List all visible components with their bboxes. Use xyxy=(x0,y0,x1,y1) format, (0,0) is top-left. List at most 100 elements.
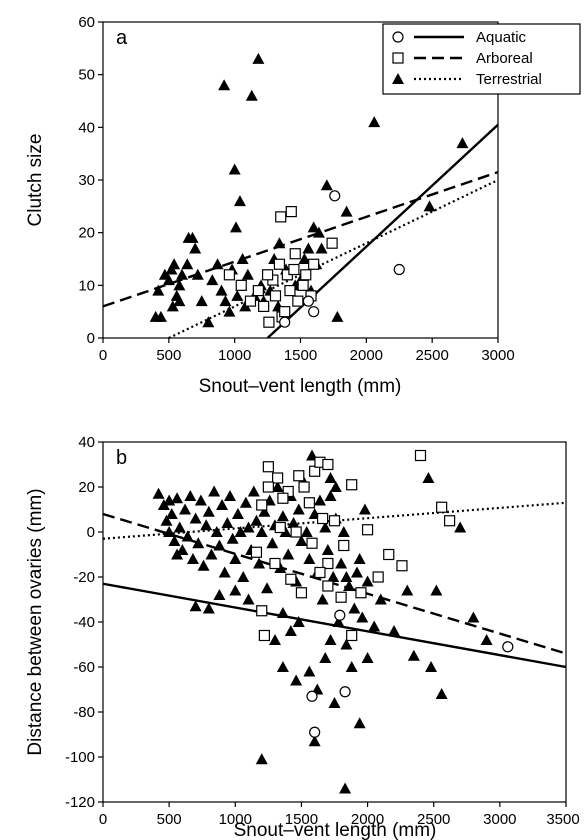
data-point-arboreal xyxy=(244,295,257,307)
data-point-terrestrial xyxy=(152,284,165,296)
data-point-terrestrial xyxy=(273,237,286,249)
data-point-terrestrial xyxy=(374,593,387,605)
data-point-terrestrial xyxy=(237,571,250,582)
data-point-arboreal xyxy=(322,458,334,471)
data-point-arboreal xyxy=(272,472,284,484)
data-point-terrestrial xyxy=(213,539,226,551)
data-point-terrestrial xyxy=(211,258,224,270)
data-point-arboreal xyxy=(285,206,297,218)
x-tick-label: 1000 xyxy=(218,347,251,364)
x-tick-label: 2000 xyxy=(351,811,384,828)
data-point-terrestrial xyxy=(353,553,366,564)
data-point-terrestrial xyxy=(189,512,202,524)
data-point-terrestrial xyxy=(242,593,255,605)
data-point-aquatic xyxy=(339,686,351,698)
data-point-arboreal xyxy=(297,279,309,291)
data-point-terrestrial xyxy=(200,519,213,531)
data-point-terrestrial xyxy=(152,487,165,499)
panel-b-points xyxy=(152,449,514,794)
data-point-terrestrial xyxy=(158,268,171,280)
data-point-terrestrial xyxy=(332,616,345,627)
data-point-terrestrial xyxy=(168,535,181,546)
data-point-arboreal xyxy=(256,605,268,617)
data-point-arboreal xyxy=(263,316,275,328)
data-point-terrestrial xyxy=(328,697,341,708)
data-point-terrestrial xyxy=(300,526,313,537)
data-point-terrestrial xyxy=(327,571,340,582)
data-point-terrestrial xyxy=(194,494,207,506)
data-point-terrestrial xyxy=(218,79,231,91)
data-point-aquatic xyxy=(308,306,320,318)
data-point-terrestrial xyxy=(430,584,443,596)
data-point-aquatic xyxy=(309,726,321,738)
x-tick-label: 2500 xyxy=(417,811,450,828)
data-point-arboreal xyxy=(322,557,334,570)
data-point-aquatic xyxy=(306,690,318,702)
y-tick-label: 20 xyxy=(78,225,95,242)
data-point-aquatic xyxy=(329,190,341,202)
data-point-terrestrial xyxy=(340,571,353,582)
data-point-arboreal xyxy=(326,237,338,249)
data-point-terrestrial xyxy=(266,537,279,549)
data-point-terrestrial xyxy=(197,559,210,571)
y-tick-label: 20 xyxy=(78,479,95,496)
data-point-terrestrial xyxy=(435,688,448,699)
legend-square-marker xyxy=(392,52,404,64)
y-tick-label: 60 xyxy=(78,14,95,31)
data-point-terrestrial xyxy=(302,242,315,254)
data-point-terrestrial xyxy=(368,116,381,128)
data-point-arboreal xyxy=(303,497,315,509)
data-point-terrestrial xyxy=(343,580,356,591)
data-point-terrestrial xyxy=(315,242,328,254)
legend-triangle-marker xyxy=(392,73,404,84)
data-point-terrestrial xyxy=(261,582,274,594)
data-point-arboreal xyxy=(361,524,374,536)
data-point-terrestrial xyxy=(320,179,333,191)
x-tick-label: 3500 xyxy=(546,811,579,828)
legend-label-aquatic: Aquatic xyxy=(476,29,527,46)
data-point-terrestrial xyxy=(258,505,271,517)
data-point-terrestrial xyxy=(192,537,205,549)
y-tick-label: 40 xyxy=(78,434,95,451)
data-point-terrestrial xyxy=(208,485,221,497)
data-point-terrestrial xyxy=(176,268,188,280)
panel-a: a Snout–vent length (mm) Clutch size 0 50… xyxy=(25,14,581,397)
x-tick-label: 500 xyxy=(156,347,181,364)
data-point-terrestrial xyxy=(312,226,325,238)
y-tick-label: 0 xyxy=(87,330,95,347)
data-point-arboreal xyxy=(322,580,334,592)
y-tick-label: -20 xyxy=(73,569,95,586)
data-point-terrestrial xyxy=(337,526,350,537)
x-tick-label: 0 xyxy=(99,347,107,364)
data-point-terrestrial xyxy=(166,300,179,312)
data-point-terrestrial xyxy=(189,242,202,254)
data-point-terrestrial xyxy=(216,499,229,510)
data-point-arboreal xyxy=(443,515,456,527)
data-point-terrestrial xyxy=(324,490,337,501)
panel-b-x-ticks: 0 500 1000 1500 2000 2500 3000 3500 xyxy=(99,802,580,828)
data-point-terrestrial xyxy=(229,584,242,596)
data-point-terrestrial xyxy=(179,503,192,515)
data-point-terrestrial xyxy=(223,490,236,501)
y-tick-label: 10 xyxy=(78,277,95,294)
data-point-terrestrial xyxy=(361,575,374,587)
data-point-arboreal xyxy=(285,573,297,585)
data-point-terrestrial xyxy=(189,600,202,612)
legend-label-terrestrial: Terrestrial xyxy=(476,71,542,88)
data-point-terrestrial xyxy=(268,634,281,645)
data-point-aquatic xyxy=(279,316,291,328)
data-point-arboreal xyxy=(269,290,282,302)
data-point-terrestrial xyxy=(213,589,226,600)
data-point-aquatic xyxy=(502,641,514,653)
data-point-terrestrial xyxy=(202,316,215,328)
data-point-arboreal xyxy=(316,512,329,525)
data-point-terrestrial xyxy=(271,481,284,492)
data-point-terrestrial xyxy=(250,514,263,526)
data-point-terrestrial xyxy=(245,89,258,101)
x-tick-label: 2500 xyxy=(415,347,448,364)
legend: Aquatic Arboreal Terrestrial xyxy=(382,23,581,95)
x-tick-label: 1500 xyxy=(284,347,317,364)
x-tick-label: 1500 xyxy=(285,811,318,828)
data-point-arboreal xyxy=(290,526,302,538)
panel-a-x-axis-label: Snout–vent length (mm) xyxy=(199,376,402,397)
